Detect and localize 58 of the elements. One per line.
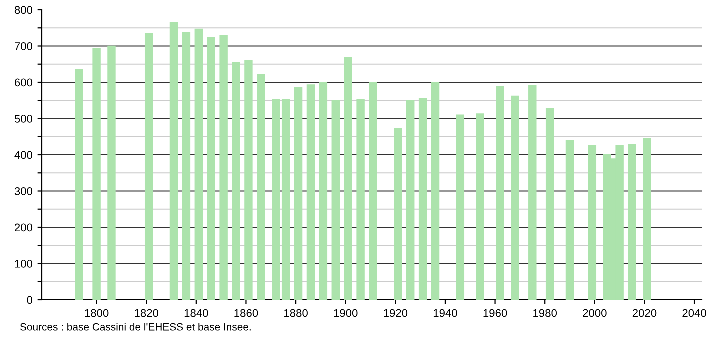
x-tick-label: 1960 bbox=[484, 309, 508, 318]
bar bbox=[244, 60, 253, 300]
x-tick-label: 2000 bbox=[583, 309, 607, 318]
x-tick-label: 1900 bbox=[334, 309, 358, 318]
x-tick-label: 1860 bbox=[234, 309, 258, 318]
bar bbox=[418, 98, 428, 300]
x-tick-label: 1820 bbox=[135, 309, 159, 318]
bar bbox=[75, 69, 84, 300]
y-tick-label: 100 bbox=[15, 260, 33, 268]
bar bbox=[511, 96, 520, 300]
x-tick-label: 1840 bbox=[184, 309, 208, 318]
source-note: Sources : base Cassini de l'EHESS et base Insee. bbox=[20, 323, 251, 331]
bar bbox=[194, 28, 204, 300]
y-tick-label: 300 bbox=[14, 188, 33, 196]
bar bbox=[306, 84, 316, 300]
y-tick-label: 400 bbox=[14, 151, 33, 160]
bar bbox=[294, 87, 303, 300]
bar bbox=[207, 37, 216, 300]
x-tick-label: 1880 bbox=[284, 309, 308, 318]
bar bbox=[356, 100, 365, 300]
bar bbox=[170, 22, 178, 300]
bar bbox=[144, 33, 154, 300]
bar bbox=[476, 114, 484, 300]
bar bbox=[108, 46, 116, 300]
bar bbox=[496, 86, 504, 300]
y-tick-label: 0 bbox=[27, 296, 33, 304]
bar bbox=[319, 82, 328, 300]
bar bbox=[394, 128, 402, 300]
y-tick-label: 600 bbox=[15, 78, 33, 87]
y-tick-label: 500 bbox=[14, 115, 33, 123]
y-tick-label: 800 bbox=[14, 6, 33, 14]
y-tick-label: 200 bbox=[14, 224, 33, 232]
bar bbox=[528, 85, 537, 300]
x-tick-label: 1800 bbox=[85, 309, 109, 318]
x-tick-label: 1920 bbox=[384, 309, 408, 318]
x-tick-label: 2040 bbox=[682, 309, 706, 318]
bar bbox=[456, 114, 465, 300]
bar bbox=[282, 100, 290, 300]
x-tick-label: 1940 bbox=[434, 309, 458, 318]
bar bbox=[92, 48, 101, 300]
bar bbox=[628, 144, 636, 300]
bar bbox=[566, 140, 574, 300]
bar bbox=[332, 100, 340, 300]
x-tick-label: 1980 bbox=[534, 309, 558, 318]
bar bbox=[643, 138, 652, 300]
bar bbox=[431, 82, 440, 300]
bar bbox=[232, 62, 240, 300]
bar bbox=[220, 35, 228, 300]
bar bbox=[588, 145, 597, 300]
bar bbox=[369, 82, 378, 300]
bar bbox=[182, 32, 191, 300]
bar bbox=[272, 100, 280, 300]
bar bbox=[257, 74, 266, 300]
y-tick-label: 700 bbox=[15, 42, 33, 50]
x-tick-label: 2020 bbox=[632, 309, 657, 318]
bar bbox=[406, 100, 415, 300]
bar bbox=[344, 57, 352, 300]
bar bbox=[546, 108, 554, 300]
